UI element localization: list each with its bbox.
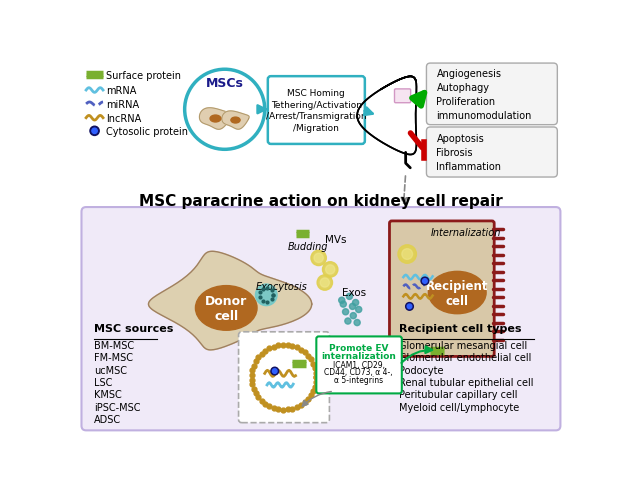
Text: Myeloid cell/Lymphocyte: Myeloid cell/Lymphocyte bbox=[399, 402, 520, 412]
Text: internalization: internalization bbox=[321, 351, 396, 361]
Text: Exocytosis: Exocytosis bbox=[256, 281, 307, 291]
Ellipse shape bbox=[210, 116, 221, 122]
Text: MVs: MVs bbox=[325, 235, 346, 245]
Ellipse shape bbox=[231, 118, 240, 124]
Text: Angiogenesis
Autophagy
Proliferation
immunomodulation: Angiogenesis Autophagy Proliferation imm… bbox=[436, 69, 532, 121]
FancyBboxPatch shape bbox=[426, 64, 557, 125]
FancyBboxPatch shape bbox=[82, 207, 561, 430]
Circle shape bbox=[423, 279, 427, 284]
Ellipse shape bbox=[428, 272, 486, 314]
Text: Glomerular endothelial cell: Glomerular endothelial cell bbox=[399, 352, 532, 363]
Text: MSC sources: MSC sources bbox=[94, 324, 173, 333]
Circle shape bbox=[352, 300, 359, 306]
Text: Apoptosis
Fibrosis
Inflammation: Apoptosis Fibrosis Inflammation bbox=[436, 133, 502, 171]
Circle shape bbox=[320, 278, 329, 287]
Circle shape bbox=[317, 275, 332, 291]
FancyBboxPatch shape bbox=[394, 90, 411, 103]
Text: MSC paracrine action on kidney cell repair: MSC paracrine action on kidney cell repa… bbox=[139, 193, 503, 208]
Text: ucMSC: ucMSC bbox=[94, 365, 127, 375]
Circle shape bbox=[325, 265, 335, 274]
Circle shape bbox=[349, 304, 356, 310]
Text: lncRNA: lncRNA bbox=[106, 114, 141, 123]
Text: Recipient
cell: Recipient cell bbox=[426, 279, 488, 307]
Text: KMSC: KMSC bbox=[94, 389, 122, 400]
Text: mRNA: mRNA bbox=[106, 86, 137, 96]
Text: Podocyte: Podocyte bbox=[399, 365, 444, 375]
Text: MSC Homing
Tethering/Activation
/Arrest/Transmigration
/Migration: MSC Homing Tethering/Activation /Arrest/… bbox=[266, 89, 367, 133]
Circle shape bbox=[255, 285, 277, 306]
Text: iPSC-MSC: iPSC-MSC bbox=[94, 402, 140, 412]
Circle shape bbox=[340, 302, 346, 307]
Text: BM-MSC: BM-MSC bbox=[94, 340, 134, 350]
Circle shape bbox=[407, 305, 412, 309]
Circle shape bbox=[271, 367, 278, 375]
Circle shape bbox=[322, 262, 338, 278]
Text: Glomerular mesangial cell: Glomerular mesangial cell bbox=[399, 340, 528, 350]
Text: Recipient cell types: Recipient cell types bbox=[399, 324, 522, 333]
Circle shape bbox=[92, 129, 97, 134]
Text: Donor
cell: Donor cell bbox=[205, 294, 248, 322]
Text: MSCs: MSCs bbox=[206, 77, 244, 90]
Text: FM-MSC: FM-MSC bbox=[94, 352, 133, 363]
FancyBboxPatch shape bbox=[238, 332, 329, 423]
Ellipse shape bbox=[371, 104, 385, 128]
Circle shape bbox=[339, 298, 345, 304]
Text: ICAM1, CD29,: ICAM1, CD29, bbox=[333, 360, 385, 369]
Circle shape bbox=[314, 254, 324, 263]
Circle shape bbox=[345, 318, 351, 325]
Circle shape bbox=[185, 70, 265, 150]
Text: Internalization: Internalization bbox=[430, 227, 501, 237]
Text: Surface protein: Surface protein bbox=[106, 70, 181, 81]
FancyBboxPatch shape bbox=[317, 337, 402, 394]
Circle shape bbox=[350, 313, 356, 319]
Text: Budding: Budding bbox=[288, 241, 329, 251]
Circle shape bbox=[311, 251, 326, 266]
Text: Cytosolic protein: Cytosolic protein bbox=[106, 126, 188, 137]
Circle shape bbox=[402, 249, 413, 260]
FancyBboxPatch shape bbox=[268, 77, 365, 144]
Text: α 5-integrins: α 5-integrins bbox=[334, 375, 383, 384]
Text: Exos: Exos bbox=[342, 287, 366, 297]
Text: miRNA: miRNA bbox=[106, 100, 139, 110]
Text: Promote EV: Promote EV bbox=[329, 344, 389, 353]
Circle shape bbox=[90, 127, 99, 136]
Circle shape bbox=[255, 349, 312, 406]
Text: CD44, CD73, α 4-,: CD44, CD73, α 4-, bbox=[324, 367, 393, 377]
Circle shape bbox=[354, 320, 361, 326]
Circle shape bbox=[421, 278, 429, 285]
Circle shape bbox=[342, 309, 349, 315]
Polygon shape bbox=[199, 108, 231, 130]
Polygon shape bbox=[357, 77, 416, 155]
Circle shape bbox=[356, 307, 362, 313]
Ellipse shape bbox=[196, 286, 257, 330]
Circle shape bbox=[406, 303, 413, 310]
Text: LSC: LSC bbox=[94, 377, 112, 387]
FancyBboxPatch shape bbox=[389, 222, 494, 357]
Text: ADSC: ADSC bbox=[94, 414, 121, 424]
Polygon shape bbox=[149, 252, 312, 350]
Circle shape bbox=[398, 245, 416, 264]
Circle shape bbox=[346, 294, 352, 300]
Circle shape bbox=[273, 369, 277, 374]
FancyBboxPatch shape bbox=[426, 128, 557, 178]
Text: Peritubular capillary cell: Peritubular capillary cell bbox=[399, 389, 518, 400]
Text: Renal tubular epithelial cell: Renal tubular epithelial cell bbox=[399, 377, 534, 387]
Polygon shape bbox=[222, 112, 249, 130]
